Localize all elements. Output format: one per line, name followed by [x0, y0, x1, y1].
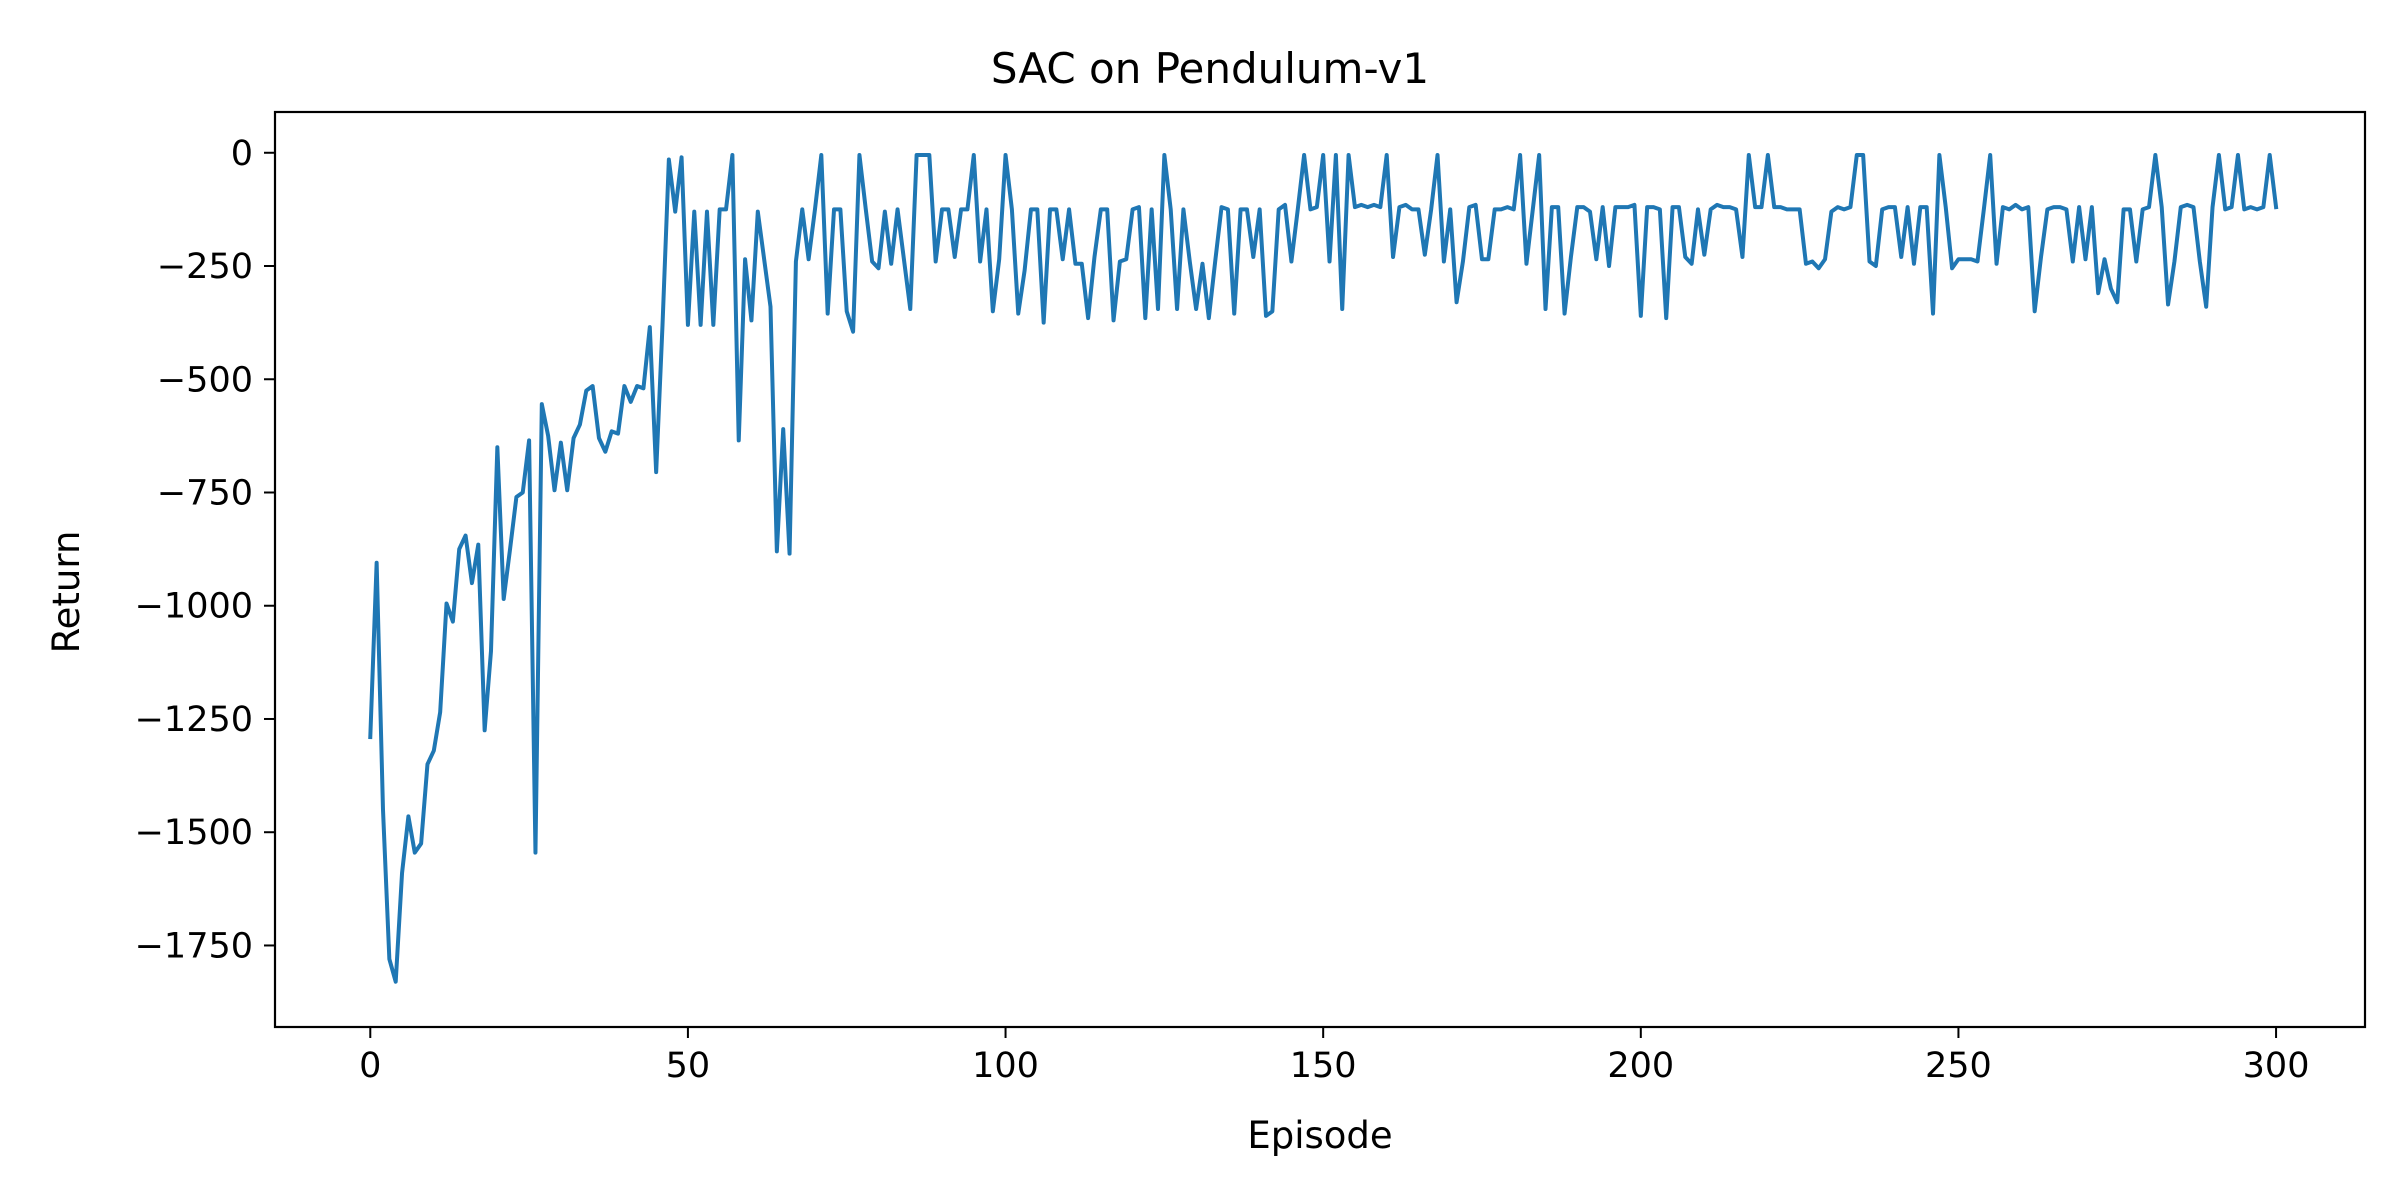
return-series-line [368, 153, 2279, 984]
y-axis-ticks: 0 −250 −500 −750 −1000 −1250 −1500 −1750 [135, 134, 275, 966]
y-tick-label: −1750 [135, 926, 253, 966]
y-tick-label: −250 [157, 247, 253, 287]
y-tick-label: −500 [157, 360, 253, 400]
plot-layer [368, 153, 2279, 984]
x-tick-label: 150 [1290, 1046, 1357, 1086]
y-tick-label: −1250 [135, 700, 253, 740]
x-tick-label: 200 [1607, 1046, 1674, 1086]
y-tick-label: 0 [231, 134, 253, 174]
y-tick-label: −750 [157, 473, 253, 513]
plot-frame [273, 110, 2367, 1029]
x-tick-label: 50 [666, 1046, 711, 1086]
x-tick-label: 0 [359, 1046, 381, 1086]
x-tick-label: 300 [2243, 1046, 2310, 1086]
chart-title: SAC on Pendulum-v1 [991, 44, 1429, 93]
y-tick-label: −1000 [135, 587, 253, 627]
x-axis-ticks: 0 50 100 150 200 250 300 [359, 1027, 2309, 1086]
y-tick-label: −1500 [135, 813, 253, 853]
x-axis-label: Episode [1247, 1114, 1392, 1157]
y-axis-label: Return [45, 531, 88, 654]
x-tick-label: 100 [972, 1046, 1039, 1086]
x-tick-label: 250 [1925, 1046, 1992, 1086]
